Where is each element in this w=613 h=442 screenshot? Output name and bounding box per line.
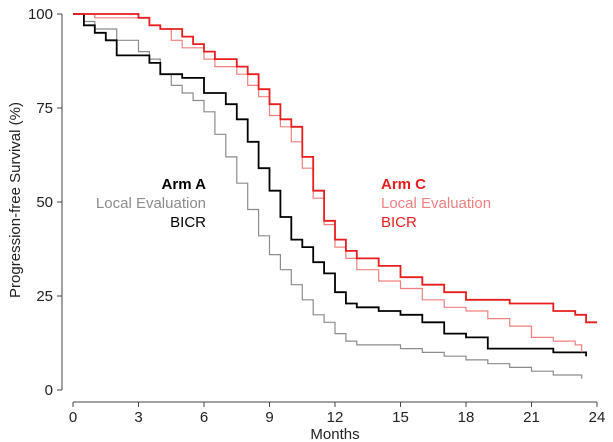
x-tick-label: 3 xyxy=(134,409,142,426)
y-tick-label: 25 xyxy=(36,288,53,305)
x-tick-label: 9 xyxy=(265,409,273,426)
legend-arm-a-bicr: BICR xyxy=(170,214,206,231)
arm-a-bicr-curve xyxy=(73,13,587,357)
arm-c-bicr-curve xyxy=(73,13,597,324)
arm-c-local-curve xyxy=(73,13,583,353)
legend-arm-a-title: Arm A xyxy=(162,176,207,193)
y-tick-label: 50 xyxy=(36,194,53,211)
legend-arm-c-local: Local Evaluation xyxy=(381,195,491,212)
x-tick-label: 12 xyxy=(327,409,344,426)
x-axis-title: Months xyxy=(310,426,359,442)
x-tick-label: 21 xyxy=(523,409,540,426)
axes: 0 25 50 75 100 0 3 6 9 12 15 18 21 24 xyxy=(28,6,605,426)
x-tick-label: 0 xyxy=(69,409,77,426)
x-tick-label: 24 xyxy=(589,409,606,426)
y-axis-title: Progression-free Survival (%) xyxy=(7,102,24,298)
survival-curves xyxy=(73,13,597,379)
legend-arm-c-bicr: BICR xyxy=(381,214,417,231)
y-tick-label: 0 xyxy=(45,382,53,399)
x-tick-label: 15 xyxy=(392,409,409,426)
legend-arm-c-title: Arm C xyxy=(381,176,426,193)
x-tick-label: 18 xyxy=(458,409,475,426)
legend-arm-a-local: Local Evaluation xyxy=(96,195,206,212)
y-tick-label: 75 xyxy=(36,100,53,117)
x-tick-label: 6 xyxy=(200,409,208,426)
y-tick-label: 100 xyxy=(28,6,53,23)
legend-arm-c: Arm C Local Evaluation BICR xyxy=(381,176,491,231)
legend-arm-a: Arm A Local Evaluation BICR xyxy=(96,176,206,231)
